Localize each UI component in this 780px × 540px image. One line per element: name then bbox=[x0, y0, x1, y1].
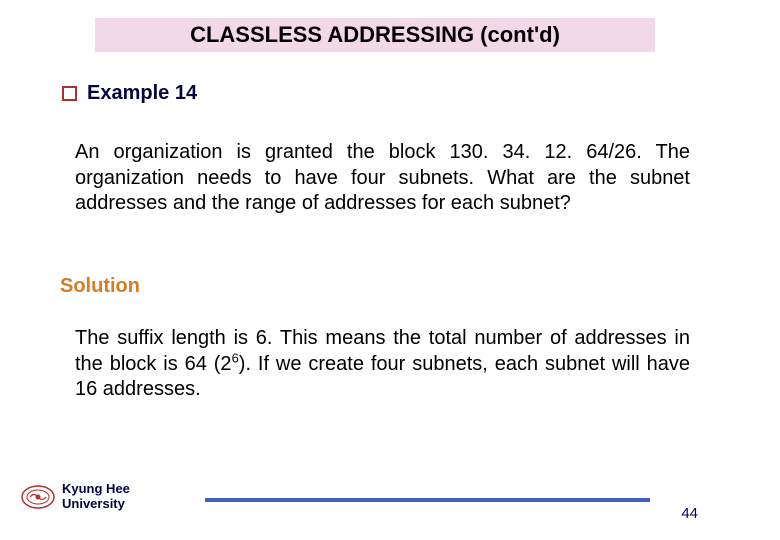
solution-exponent: 6 bbox=[232, 350, 239, 365]
page-title: CLASSLESS ADDRESSING (cont'd) bbox=[190, 22, 560, 48]
university-line2: University bbox=[62, 496, 125, 511]
example-heading-row: Example 14 bbox=[62, 82, 197, 105]
university-line1: Kyung Hee bbox=[62, 481, 130, 496]
example-label: Example 14 bbox=[87, 82, 197, 105]
bullet-square-icon bbox=[62, 86, 77, 101]
footer: Kyung Hee University bbox=[20, 482, 130, 512]
solution-text: The suffix length is 6. This means the t… bbox=[75, 326, 690, 403]
university-name: Kyung Hee University bbox=[62, 482, 130, 512]
footer-divider bbox=[205, 498, 650, 502]
page-number: 44 bbox=[681, 505, 698, 522]
title-bar: CLASSLESS ADDRESSING (cont'd) bbox=[95, 18, 655, 52]
university-crest-icon bbox=[20, 484, 56, 510]
problem-text: An organization is granted the block 130… bbox=[75, 140, 690, 217]
solution-heading: Solution bbox=[60, 275, 140, 298]
